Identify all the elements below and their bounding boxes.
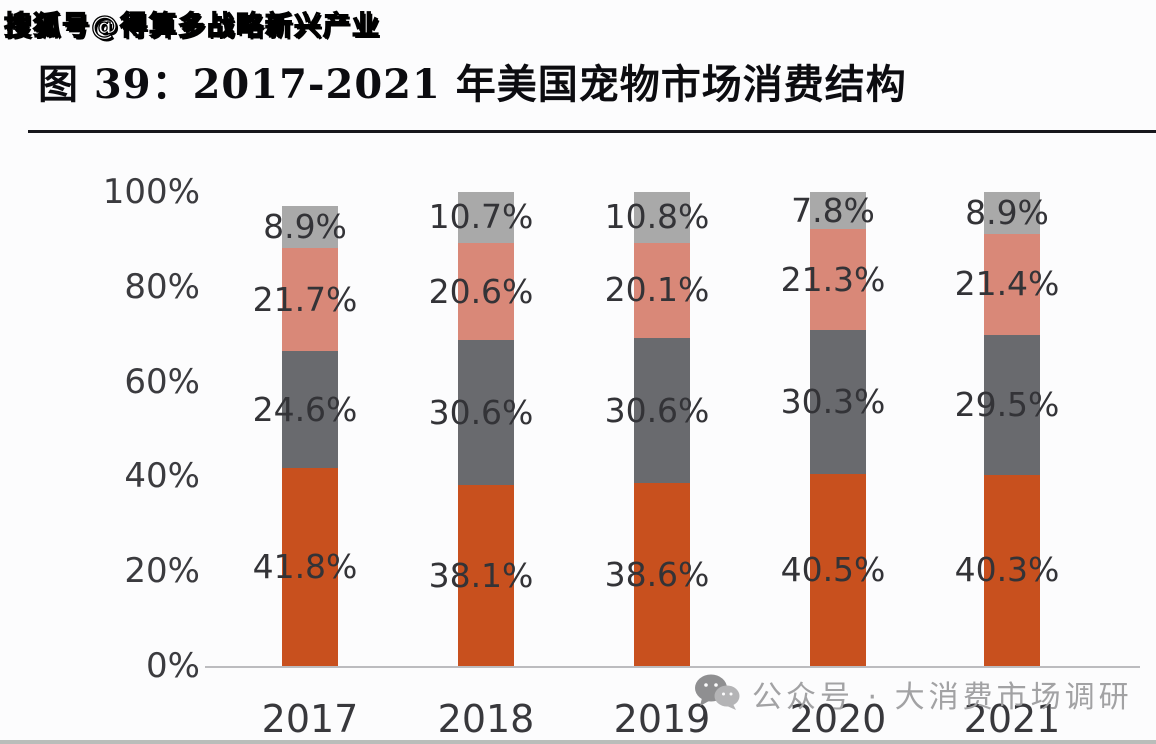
segment-value-label: 40.3% bbox=[954, 550, 1060, 590]
x-axis-category-label: 2017 bbox=[261, 697, 359, 741]
segment-value-label: 38.1% bbox=[428, 555, 534, 595]
x-axis-category-label: 2018 bbox=[437, 697, 535, 741]
wechat-watermark-label: 公众号 · 大消费市场调研 bbox=[752, 680, 1133, 715]
chart-title: 图 39：2017-2021 年美国宠物市场消费结构 bbox=[38, 61, 907, 108]
y-axis-tick-label: 40% bbox=[124, 456, 200, 497]
x-axis-category-label: 2020 bbox=[789, 697, 887, 741]
bottom-edge-strip bbox=[0, 740, 1156, 744]
segment-value-label: 20.1% bbox=[604, 270, 710, 310]
bar-segment bbox=[458, 192, 514, 243]
wechat-watermark: 公众号 · 大消费市场调研 bbox=[694, 672, 1133, 716]
segment-value-label: 20.6% bbox=[428, 271, 534, 311]
bar-segment bbox=[282, 351, 338, 468]
bar-segment bbox=[282, 467, 338, 666]
bar-segment bbox=[634, 337, 690, 484]
bar-segment bbox=[810, 330, 866, 475]
segment-value-label: 40.5% bbox=[780, 550, 886, 589]
segment-value-label: 38.6% bbox=[604, 554, 710, 594]
segment-value-label: 21.3% bbox=[780, 259, 886, 299]
bar-segment bbox=[984, 233, 1040, 336]
segment-value-label: 30.3% bbox=[780, 382, 886, 422]
segment-value-label: 10.8% bbox=[604, 197, 710, 237]
bar-segment bbox=[634, 191, 690, 243]
segment-value-label: 24.6% bbox=[252, 389, 358, 429]
bar-segment bbox=[810, 229, 866, 331]
bar-segment bbox=[984, 474, 1040, 666]
y-axis-tick-label: 100% bbox=[102, 172, 200, 212]
segment-value-label: 41.8% bbox=[252, 546, 358, 586]
bar-segment bbox=[810, 474, 866, 666]
bar-segment bbox=[634, 242, 690, 338]
bar-segment bbox=[458, 242, 514, 341]
x-axis-category-label: 2021 bbox=[963, 697, 1061, 741]
y-axis-tick-label: 80% bbox=[124, 266, 200, 307]
segment-value-label: 21.4% bbox=[954, 264, 1060, 304]
segment-value-label: 30.6% bbox=[428, 392, 534, 432]
segment-value-label: 8.9% bbox=[965, 192, 1049, 232]
segment-value-label: 21.7% bbox=[252, 279, 358, 319]
title-underline bbox=[28, 130, 1156, 133]
bar-segment bbox=[282, 248, 338, 352]
bar-segment bbox=[810, 192, 866, 230]
segment-value-label: 30.6% bbox=[604, 390, 710, 430]
segment-value-label: 7.8% bbox=[791, 190, 875, 230]
y-axis-tick-label: 0% bbox=[146, 646, 200, 686]
x-axis-line bbox=[205, 666, 1140, 668]
wechat-icon bbox=[694, 673, 740, 715]
bar-segment bbox=[634, 483, 690, 666]
bar-segment bbox=[282, 206, 338, 249]
sohu-watermark: 搜狐号@得算多战略新兴产业 bbox=[3, 10, 381, 42]
bar-segment bbox=[984, 335, 1040, 475]
segment-value-label: 10.7% bbox=[428, 197, 534, 237]
segment-value-label: 8.9% bbox=[263, 207, 347, 247]
bar-segment bbox=[984, 191, 1040, 234]
segment-value-label: 29.5% bbox=[954, 385, 1060, 425]
bar-segment bbox=[458, 485, 514, 666]
bar-segment bbox=[458, 340, 514, 486]
x-axis-category-label: 2019 bbox=[613, 697, 711, 741]
y-axis-tick-label: 20% bbox=[124, 551, 200, 592]
y-axis-tick-label: 60% bbox=[124, 361, 200, 402]
